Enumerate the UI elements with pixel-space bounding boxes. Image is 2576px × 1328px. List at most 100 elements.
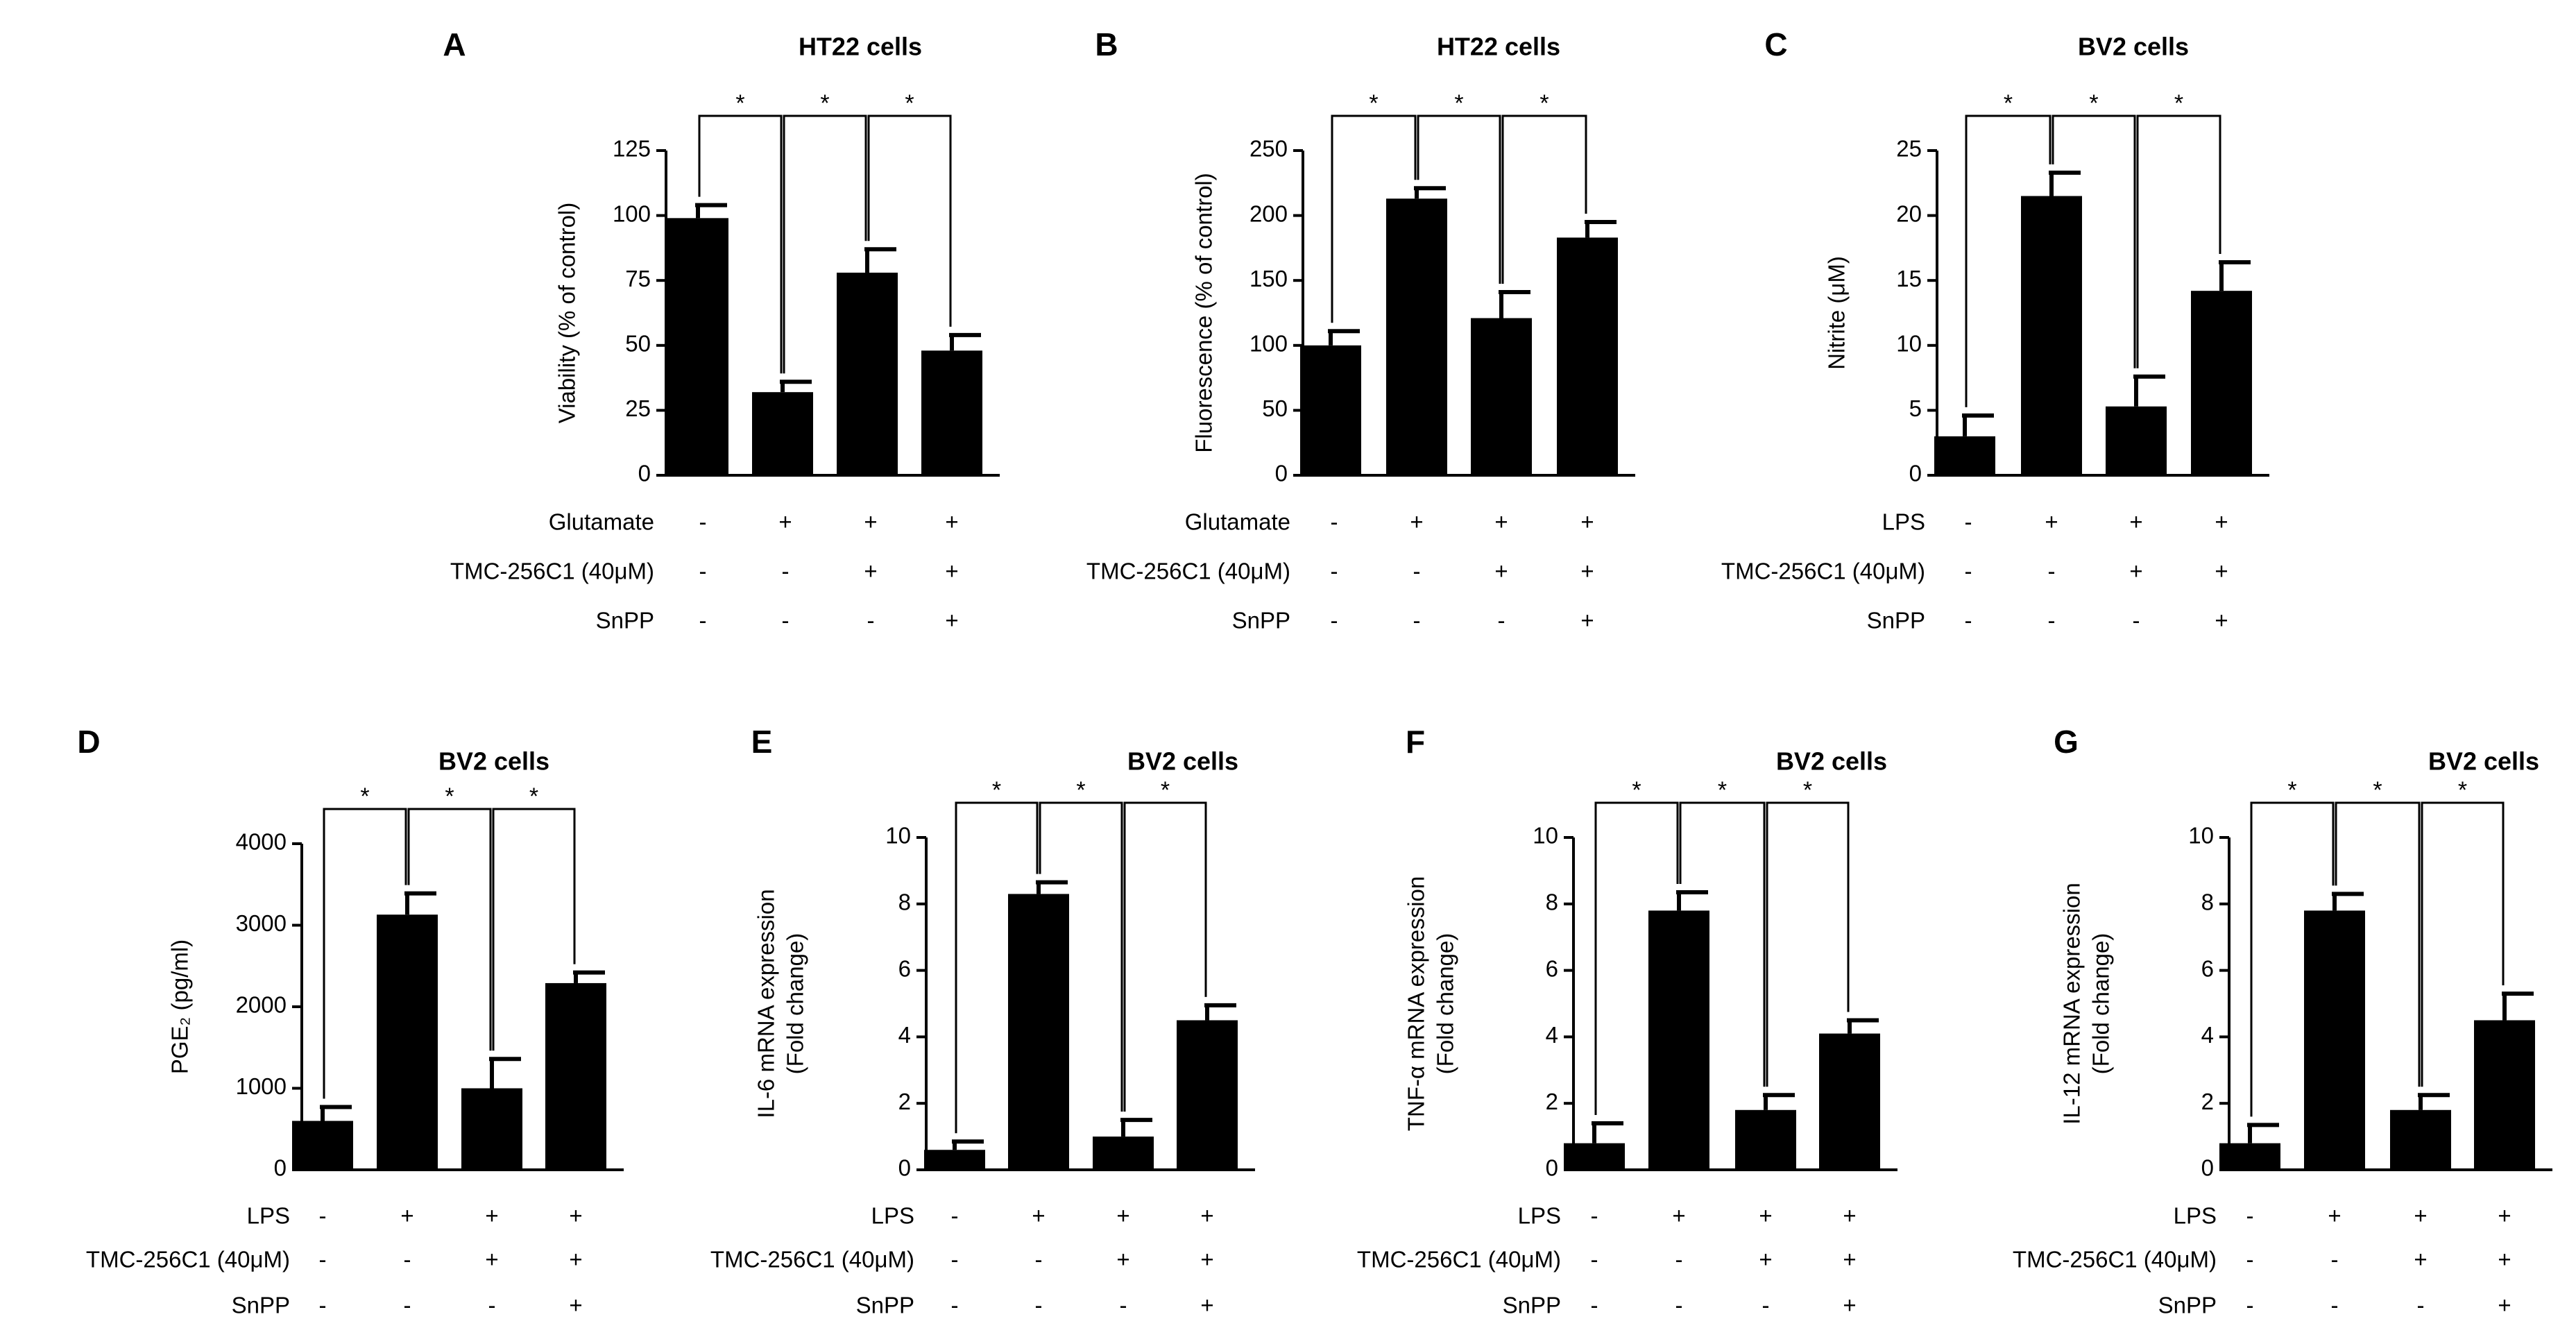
significance-bracket [867, 114, 952, 327]
condition-sign: + [1494, 509, 1508, 535]
condition-sign: + [2215, 559, 2228, 584]
y-tick-label: 20 [1896, 201, 1922, 226]
condition-sign: - [1965, 509, 1972, 535]
y-tick-label: 6 [1546, 955, 1558, 981]
bar [1735, 1109, 1796, 1170]
condition-sign: + [2215, 608, 2228, 633]
significance-bracket [2421, 801, 2505, 1087]
panel-title: BV2 cells [1127, 747, 1238, 776]
condition-sign: - [1413, 559, 1421, 584]
y-tick-label: 2 [1546, 1089, 1558, 1114]
condition-label: Glutamate [1185, 509, 1290, 535]
condition-sign: - [2417, 1293, 2425, 1318]
y-axis-label: (Fold change) [783, 933, 808, 1075]
panel-letter: C [1764, 26, 1787, 62]
significance-star: * [2287, 777, 2296, 803]
bar [1648, 910, 1709, 1170]
significance-bracket [1417, 114, 1501, 284]
condition-label: LPS [1882, 509, 1925, 535]
condition-sign: + [1843, 1203, 1856, 1229]
condition-label: LPS [2174, 1203, 2217, 1229]
y-tick-label: 6 [2201, 955, 2214, 981]
condition-sign: + [864, 559, 877, 584]
panel-letter: E [751, 724, 773, 760]
bar [1093, 1137, 1154, 1170]
condition-sign: + [569, 1203, 582, 1229]
y-tick-label: 1000 [236, 1073, 287, 1099]
y-tick-label: 10 [885, 823, 911, 849]
y-tick-label: 200 [1249, 201, 1288, 226]
condition-label: SnPP [232, 1293, 290, 1318]
condition-sign: - [2246, 1293, 2254, 1318]
condition-sign: + [1580, 608, 1594, 633]
condition-sign: - [319, 1203, 327, 1229]
significance-star: * [2373, 777, 2382, 803]
y-tick-label: 25 [625, 395, 651, 421]
bar [924, 1150, 985, 1170]
y-tick-label: 2000 [236, 992, 287, 1018]
panel-letter: A [443, 26, 466, 62]
condition-sign: + [2129, 509, 2142, 535]
condition-sign: - [951, 1203, 959, 1229]
panel-a: A HT22 cells 0 25 50 75 100 125 Viability (% of … [443, 26, 1000, 633]
bar [1300, 345, 1361, 475]
bar [377, 914, 438, 1170]
condition-sign: + [569, 1247, 582, 1272]
condition-sign: - [1035, 1293, 1043, 1318]
y-tick-label: 4 [1546, 1022, 1558, 1048]
y-tick-label: 0 [2201, 1155, 2214, 1181]
condition-sign: + [400, 1203, 413, 1229]
condition-label: TMC-256C1 (40μM) [1357, 1247, 1561, 1272]
significance-star: * [992, 777, 1001, 803]
significance-star: * [445, 783, 454, 810]
panel-letter: F [1406, 724, 1425, 760]
bar [1934, 436, 1995, 475]
condition-sign: - [1675, 1293, 1683, 1318]
significance-star: * [2004, 90, 2013, 117]
bar [2474, 1020, 2535, 1170]
condition-sign: - [1331, 509, 1338, 535]
y-tick-label: 3000 [236, 910, 287, 936]
panel-e: E BV2 cells 0 2 4 6 8 10 IL-6 mRNA expression (Fo… [710, 724, 1255, 1318]
bar [2390, 1109, 2451, 1170]
panel-letter: B [1095, 26, 1118, 62]
condition-label: TMC-256C1 (40μM) [86, 1247, 290, 1272]
condition-label: SnPP [596, 608, 654, 633]
condition-sign: + [945, 559, 958, 584]
condition-sign: - [867, 608, 875, 633]
y-tick-label: 10 [2188, 823, 2214, 849]
condition-sign: - [1035, 1247, 1043, 1272]
significance-bracket [1331, 114, 1417, 323]
bar [292, 1121, 353, 1170]
condition-sign: + [1200, 1247, 1213, 1272]
significance-star: * [1454, 90, 1463, 117]
condition-sign: + [1759, 1203, 1772, 1229]
y-axis-label: Fluorescence (% of control) [1191, 173, 1217, 453]
condition-sign: + [1200, 1203, 1213, 1229]
significance-bracket [1679, 801, 1766, 1087]
bar [667, 218, 728, 475]
panel-f: F BV2 cells 0 2 4 6 8 10 TNF-α mRNA expression (F… [1357, 724, 1897, 1318]
y-axis-label: IL-6 mRNA expression [753, 889, 779, 1118]
panel-title: HT22 cells [799, 33, 922, 61]
panel-title: BV2 cells [2078, 33, 2189, 61]
condition-sign: - [2048, 608, 2056, 633]
condition-sign: - [1591, 1247, 1598, 1272]
significance-star: * [360, 783, 369, 810]
condition-label: TMC-256C1 (40μM) [710, 1247, 914, 1272]
significance-star: * [1539, 90, 1549, 117]
y-tick-label: 4 [2201, 1022, 2214, 1048]
panel-title: BV2 cells [1776, 747, 1887, 776]
condition-sign: + [1494, 559, 1508, 584]
y-tick-label: 50 [625, 331, 651, 357]
bar [837, 272, 898, 475]
bar [2191, 291, 2252, 475]
condition-sign: + [2414, 1203, 2427, 1229]
condition-label: Glutamate [549, 509, 654, 535]
panel-title: BV2 cells [2428, 747, 2539, 776]
significance-bracket [1594, 801, 1679, 1115]
panel-b: B HT22 cells 0 50 100 150 200 250 Fluorescence (… [1086, 26, 1635, 633]
bar [1386, 198, 1447, 475]
y-axis-label: TNF-α mRNA expression [1404, 876, 1429, 1131]
